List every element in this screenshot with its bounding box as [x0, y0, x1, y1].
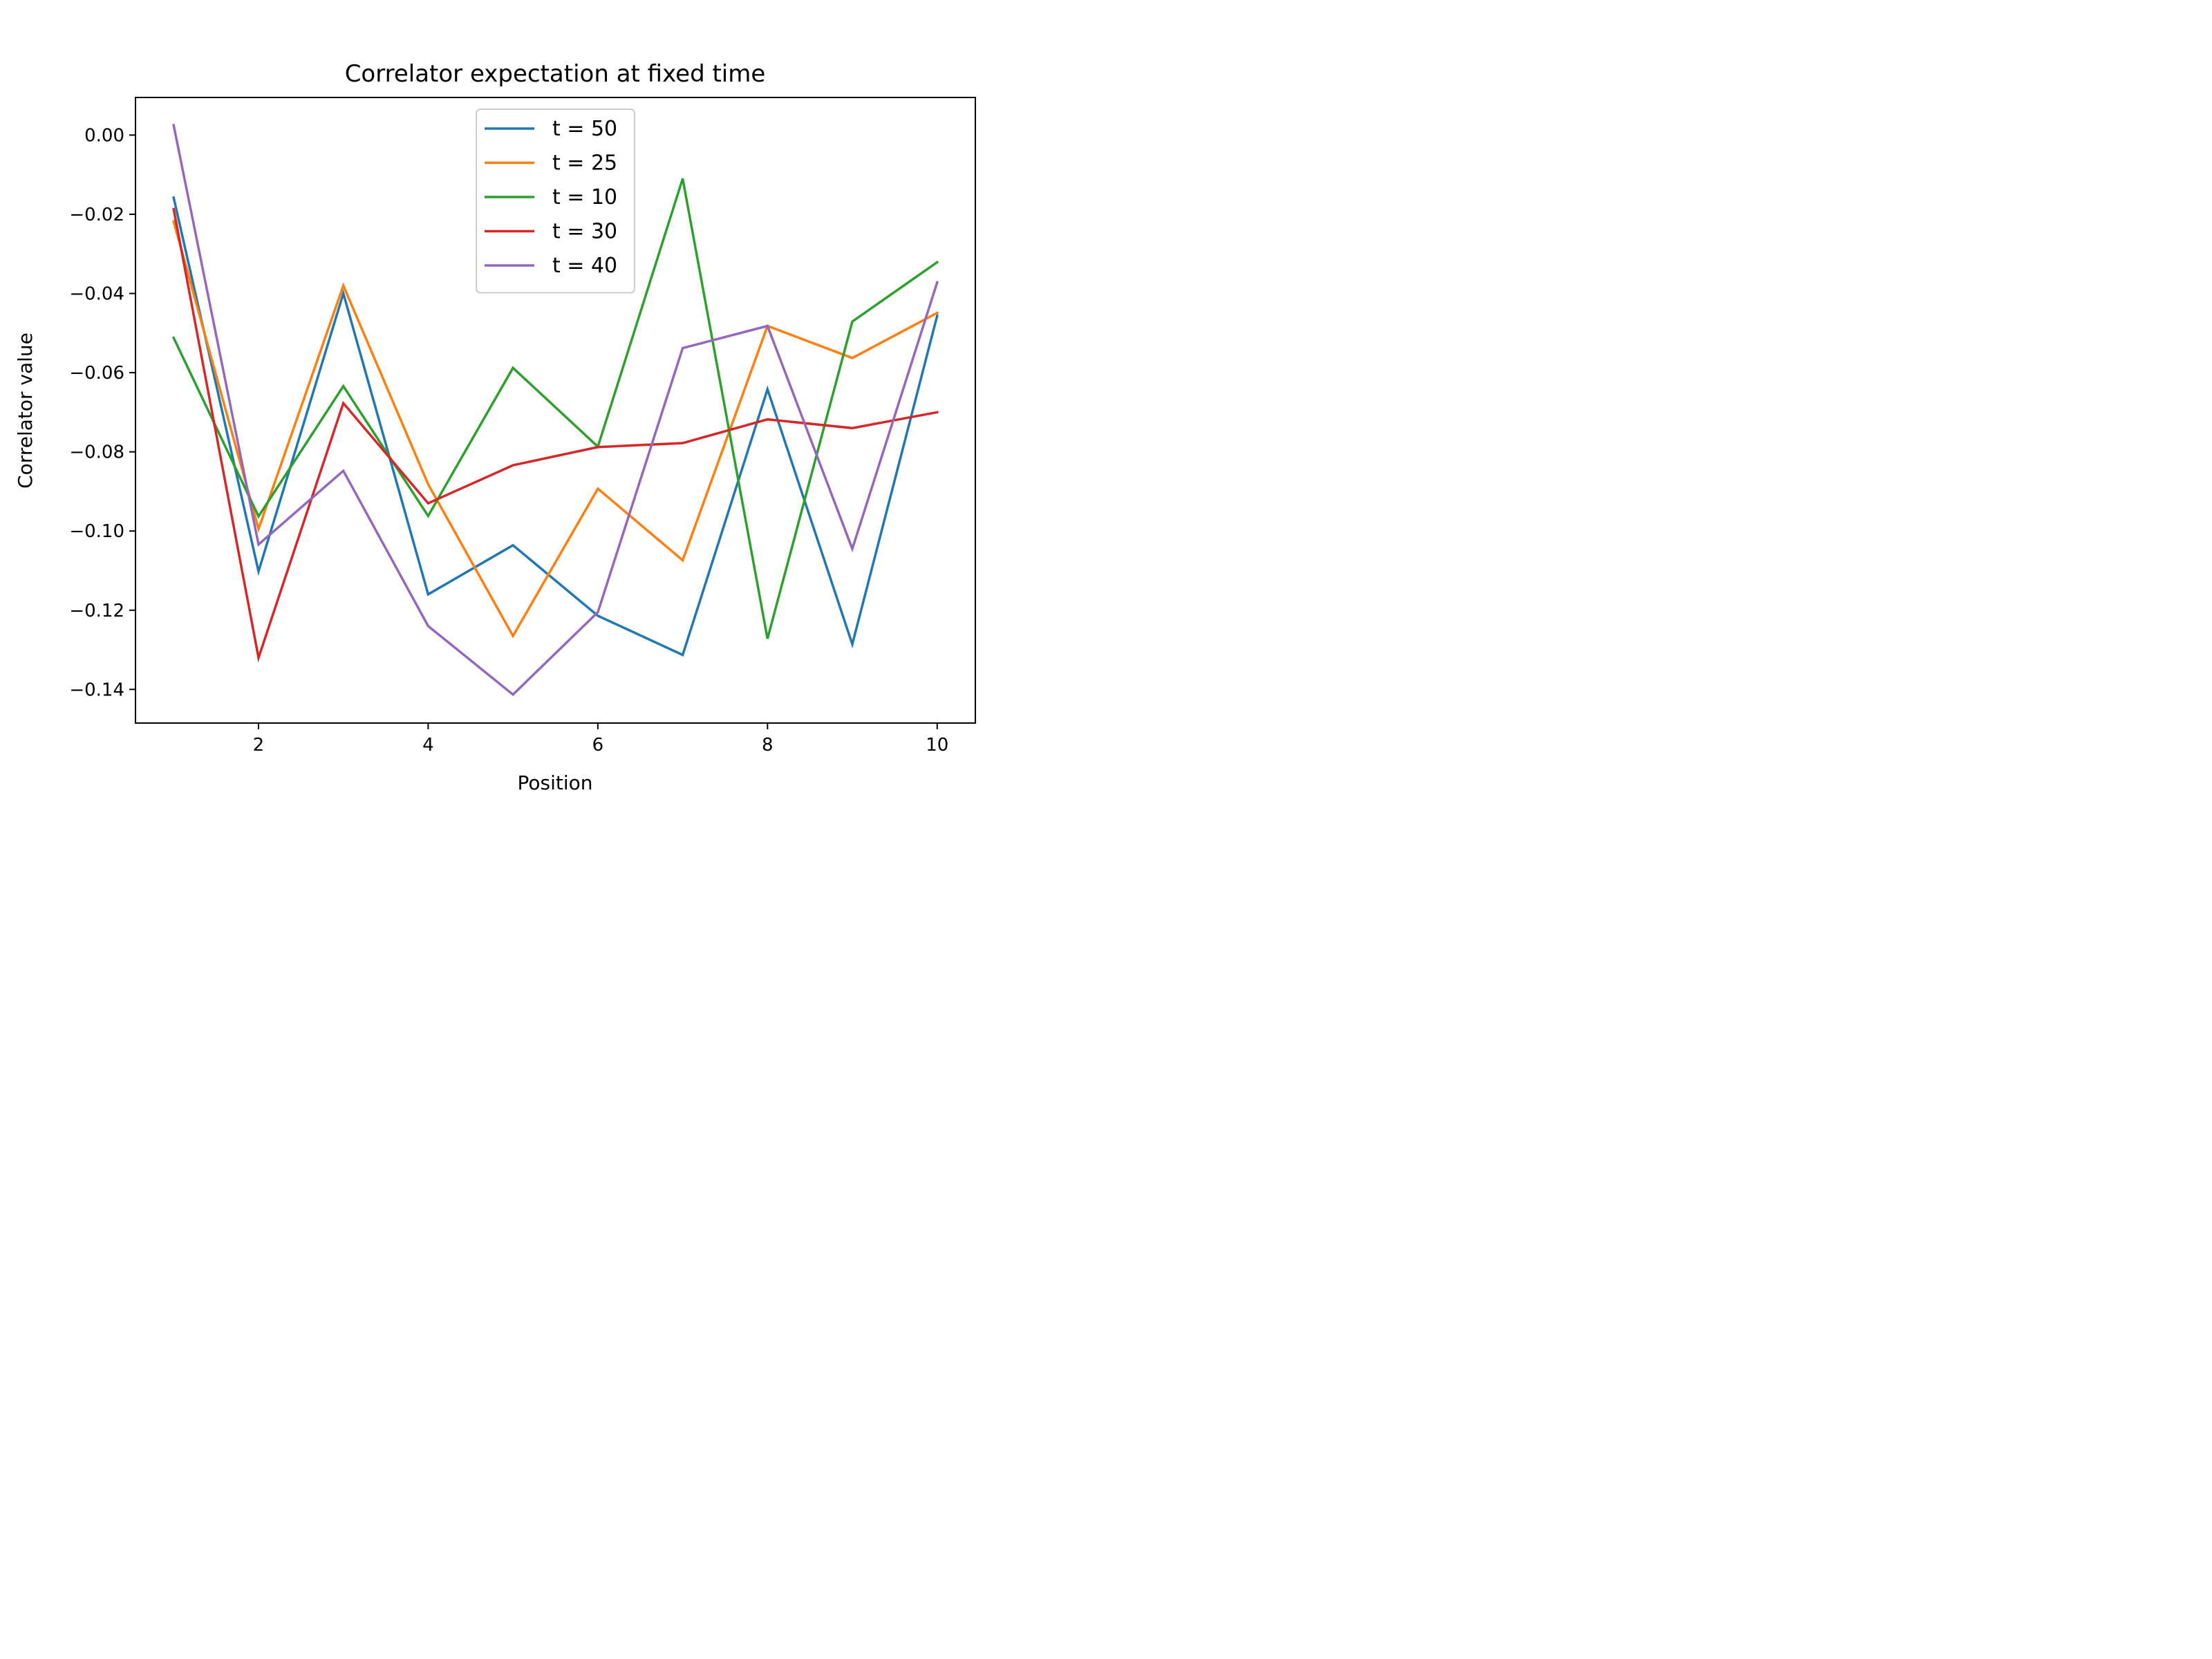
x-tick-label: 10 — [926, 735, 948, 756]
x-tick-label: 6 — [592, 735, 604, 756]
legend: t = 50 t = 25 t = 10 t = 30 t = 40 — [476, 109, 635, 294]
y-tick-label: −0.12 — [69, 601, 124, 621]
y-tick-label: −0.02 — [69, 205, 124, 225]
x-tick-label: 4 — [422, 735, 434, 756]
series-line-2 — [171, 178, 939, 639]
plot-area — [171, 124, 939, 697]
legend-box — [476, 109, 635, 294]
legend-label: t = 25 — [552, 151, 617, 176]
y-tick-label: −0.06 — [69, 363, 124, 384]
chart-title: Correlator expectation at fixed time — [345, 60, 766, 88]
legend-label: t = 10 — [552, 185, 617, 209]
legend-label: t = 30 — [552, 220, 617, 244]
axes-frame — [135, 97, 976, 724]
legend-label: t = 50 — [552, 117, 617, 141]
y-tick-label: −0.08 — [69, 442, 124, 463]
series-line-4 — [172, 124, 939, 697]
series-line-0 — [172, 196, 939, 657]
x-tick-label: 8 — [762, 735, 774, 756]
chart-figure: Correlator expectation at fixed time Pos… — [0, 0, 1070, 803]
y-tick-label: −0.04 — [69, 284, 124, 305]
series-line-1 — [172, 220, 939, 639]
axis-ticks: 2 4 6 8 10 0.00 −0.02 −0.04 −0.06 −0.08 −0.10 −0.12… — [69, 125, 948, 756]
y-tick-label: −0.14 — [69, 679, 124, 700]
y-axis-label: Correlator value — [14, 332, 37, 489]
x-tick-label: 2 — [253, 735, 265, 756]
y-tick-label: −0.10 — [69, 521, 124, 542]
y-tick-label: 0.00 — [84, 125, 124, 146]
series-line-3 — [172, 207, 939, 663]
line-chart: Correlator expectation at fixed time Pos… — [0, 0, 1070, 803]
x-axis-label: Position — [517, 771, 592, 794]
legend-label: t = 40 — [552, 254, 617, 278]
